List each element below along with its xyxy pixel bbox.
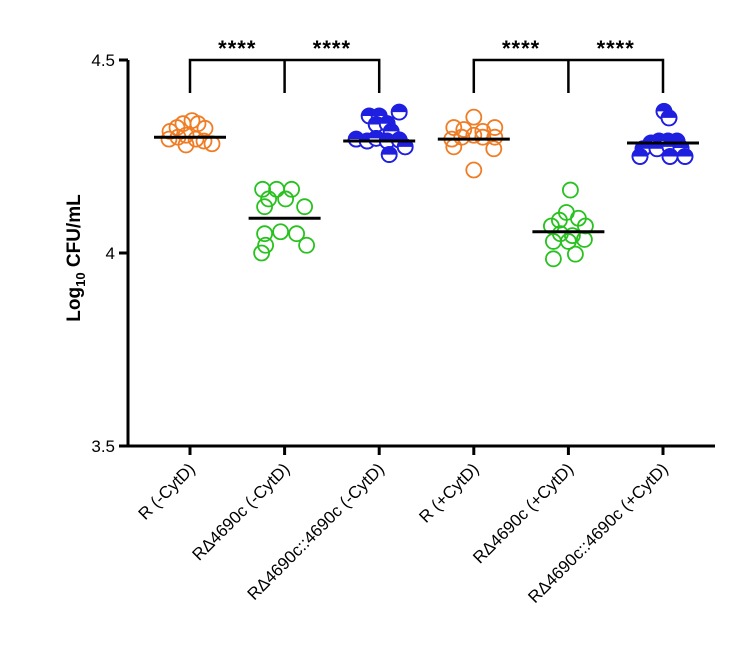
significance-label: **** — [313, 36, 351, 61]
significance-label: **** — [502, 36, 540, 61]
data-point — [347, 130, 365, 148]
mean-lines — [154, 135, 699, 234]
data-point — [560, 233, 577, 250]
data-point — [260, 190, 278, 208]
y-tick-label: 4 — [106, 244, 115, 263]
data-point — [465, 126, 483, 144]
data-point — [676, 148, 694, 165]
data-point — [380, 146, 398, 163]
data-point — [551, 211, 568, 229]
data-point — [298, 236, 316, 254]
significance-brackets: **** **** **** **** — [188, 36, 665, 93]
y-tick-label: 3.5 — [91, 437, 115, 456]
data-point — [577, 217, 594, 235]
data-point — [253, 244, 271, 262]
data-point — [485, 140, 503, 158]
category-labels: R (-CytD)RΔ4690c (-CytD)RΔ4690c::4690c (… — [135, 459, 672, 606]
data-point — [254, 180, 272, 198]
data-point — [660, 109, 678, 127]
data-point-ring — [676, 148, 694, 165]
x-category-label: R (-CytD) — [135, 459, 199, 523]
data-point — [272, 223, 290, 241]
data-point-ring — [396, 138, 414, 156]
data-point — [256, 225, 274, 243]
x-category-label: RΔ4690c (-CytD) — [188, 459, 293, 564]
y-axis-title-suffix: CFU/mL — [64, 194, 85, 273]
data-point-ring — [660, 109, 678, 127]
data-point — [455, 121, 473, 138]
data-point — [256, 198, 274, 216]
data-point — [474, 128, 492, 146]
data-points — [160, 102, 694, 268]
data-point — [177, 126, 195, 144]
y-axis-title-prefix: Log — [64, 287, 85, 322]
data-point — [465, 161, 483, 179]
data-point — [486, 128, 504, 146]
x-category-label: RΔ4690c (+CytD) — [469, 459, 577, 567]
data-point-ring — [380, 146, 398, 163]
y-axis-title: Log10 CFU/mL — [64, 194, 88, 322]
y-tick-label: 4.5 — [91, 51, 115, 70]
data-point — [283, 180, 301, 198]
data-point — [631, 148, 649, 165]
data-point — [268, 180, 286, 198]
y-axis-title-subscript: 10 — [73, 272, 88, 286]
data-point — [562, 181, 579, 199]
significance-label: **** — [597, 36, 635, 61]
data-point — [661, 148, 679, 165]
data-point — [567, 245, 584, 263]
data-point — [187, 130, 205, 148]
data-point — [160, 130, 178, 148]
data-point-ring — [631, 148, 649, 165]
data-point — [296, 198, 314, 216]
axes: 3.5 4 4.5 — [91, 51, 715, 456]
data-point — [465, 108, 483, 126]
data-point — [486, 119, 504, 136]
significance-label: **** — [218, 36, 256, 61]
data-point — [277, 190, 295, 208]
data-point — [390, 103, 408, 121]
data-point — [288, 225, 306, 243]
data-point — [195, 132, 213, 150]
data-point — [257, 236, 275, 254]
x-category-label: R (+CytD) — [415, 459, 482, 526]
data-point — [545, 250, 562, 268]
data-point-ring — [390, 103, 408, 121]
